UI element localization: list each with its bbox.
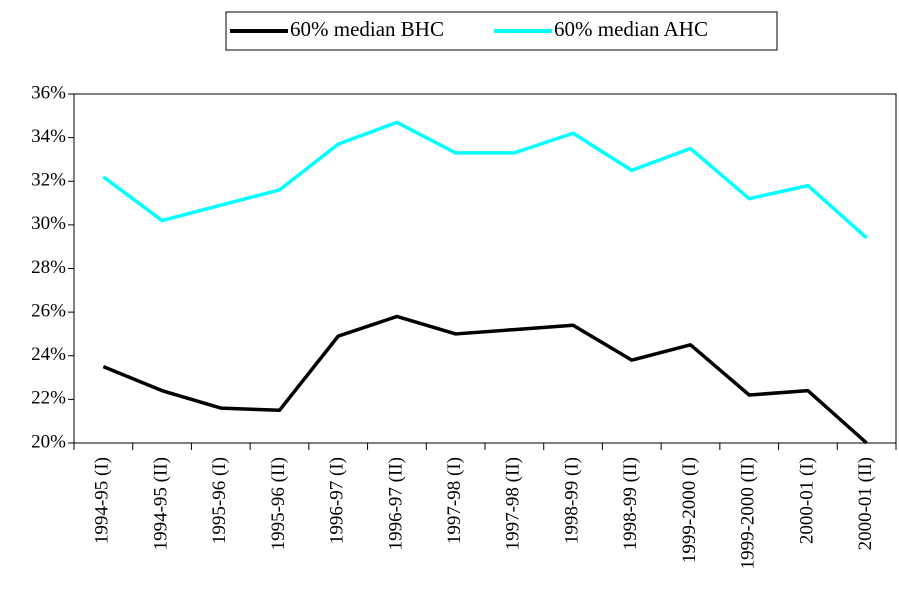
legend-label: 60% median AHC: [554, 17, 708, 41]
y-tick-label: 34%: [31, 126, 66, 147]
x-tick-label: 2000-01 (II): [855, 457, 876, 550]
x-tick-label: 1995-96 (I): [209, 457, 230, 544]
y-tick-label: 24%: [31, 344, 66, 365]
plot-area: [73, 93, 897, 444]
y-tick-label: 36%: [31, 82, 66, 103]
x-tick-label: 1994-95 (II): [150, 457, 171, 550]
y-tick-label: 26%: [31, 300, 66, 321]
y-tick-label: 30%: [31, 213, 66, 234]
x-tick-label: 1996-97 (II): [385, 457, 406, 550]
series-line: [102, 314, 868, 445]
x-tick-label: 1997-98 (I): [444, 457, 465, 544]
x-tick-label: 1995-96 (II): [268, 457, 289, 550]
y-tick-label: 32%: [31, 170, 66, 191]
x-tick-label: 1994-95 (I): [92, 457, 113, 544]
x-tick-label: 1998-99 (II): [620, 457, 641, 550]
x-tick-label: 1997-98 (II): [503, 457, 524, 550]
y-tick-label: 28%: [31, 257, 66, 278]
series-line: [102, 120, 868, 240]
x-tick-label: 1999-2000 (I): [679, 457, 700, 563]
x-tick-label: 1998-99 (I): [561, 457, 582, 544]
y-tick-label: 22%: [31, 388, 66, 409]
x-tick-label: 1996-97 (I): [327, 457, 348, 544]
x-tick-label: 2000-01 (I): [796, 457, 817, 544]
y-tick-label: 20%: [31, 431, 66, 452]
x-tick-label: 1999-2000 (II): [738, 457, 759, 569]
legend-label: 60% median BHC: [290, 17, 444, 41]
